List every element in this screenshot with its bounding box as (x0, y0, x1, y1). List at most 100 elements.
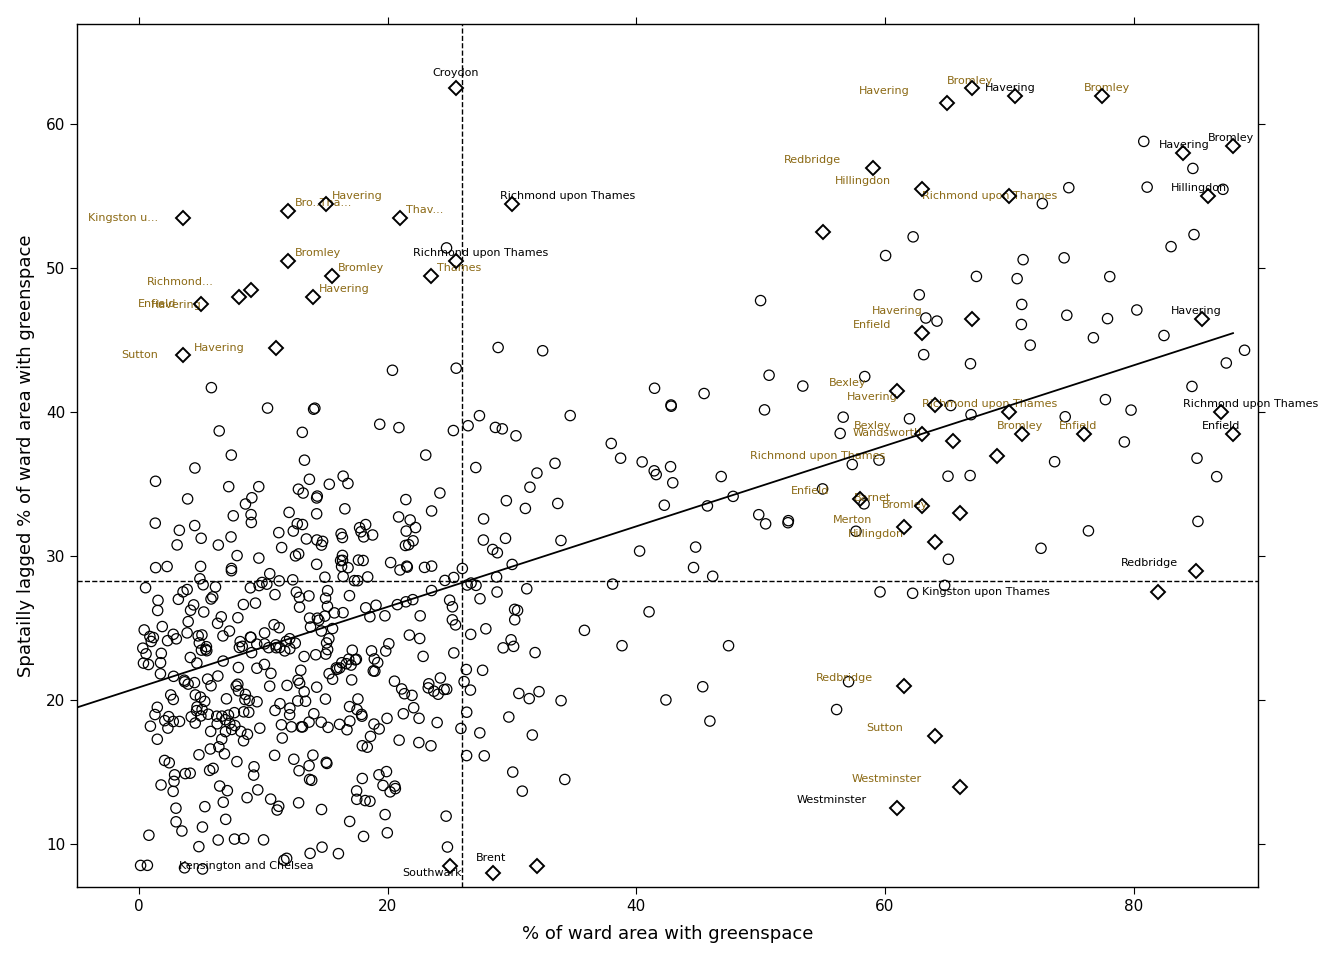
Point (1187, 450, 1208, 466)
Point (492, 421, 513, 437)
Point (321, 672, 343, 687)
Point (376, 825, 398, 840)
Point (528, 684, 550, 699)
Point (331, 526, 352, 541)
Point (156, 559, 177, 574)
Point (233, 597, 254, 612)
Point (288, 546, 309, 562)
Point (176, 582, 198, 597)
Point (711, 468, 732, 484)
Point (503, 764, 524, 780)
Point (337, 560, 359, 575)
Point (145, 473, 167, 489)
Point (292, 424, 313, 440)
Point (337, 476, 359, 492)
Point (344, 573, 366, 588)
Point (316, 756, 337, 771)
Point (332, 605, 353, 620)
Point (249, 721, 270, 736)
Point (202, 589, 223, 605)
Point (317, 583, 339, 598)
Point (243, 767, 265, 782)
Point (163, 627, 184, 642)
Point (180, 650, 202, 665)
Point (841, 457, 863, 472)
Point (167, 538, 188, 553)
Point (409, 631, 430, 646)
Point (395, 492, 417, 507)
Point (410, 608, 431, 623)
Point (300, 619, 321, 635)
Point (274, 643, 296, 659)
Point (212, 628, 234, 643)
Text: Enfield: Enfield (790, 486, 829, 495)
Point (939, 397, 961, 413)
Point (288, 795, 309, 810)
Point (286, 585, 308, 600)
Point (134, 580, 156, 595)
Text: Bromley: Bromley (1208, 133, 1254, 143)
Point (413, 649, 434, 664)
Point (144, 707, 165, 722)
Point (870, 585, 891, 600)
Point (267, 799, 289, 814)
Point (261, 665, 282, 681)
Point (140, 629, 161, 644)
Text: Havering: Havering (984, 83, 1035, 93)
Point (683, 560, 704, 575)
Text: Kensington and Chelsea: Kensington and Chelsea (179, 861, 313, 871)
Point (231, 638, 253, 654)
Point (367, 655, 388, 670)
Point (383, 674, 405, 689)
Point (362, 527, 383, 542)
Point (482, 541, 504, 557)
Point (207, 716, 228, 732)
Point (405, 520, 426, 536)
Point (249, 578, 270, 593)
Point (226, 548, 247, 564)
Point (183, 597, 204, 612)
Point (372, 778, 394, 793)
Point (370, 417, 391, 432)
Point (345, 652, 367, 667)
Point (266, 803, 288, 818)
Point (399, 513, 421, 528)
Point (251, 575, 273, 590)
Point (294, 452, 316, 468)
Text: Merton: Merton (833, 515, 872, 524)
Point (141, 634, 163, 649)
Point (516, 581, 538, 596)
Point (172, 585, 194, 600)
Point (191, 702, 212, 717)
Point (321, 621, 343, 636)
Point (137, 657, 159, 672)
Point (457, 577, 478, 592)
Point (960, 356, 981, 372)
Point (347, 691, 368, 707)
Point (180, 765, 202, 780)
Point (208, 423, 230, 439)
Point (267, 525, 289, 540)
Point (395, 538, 417, 553)
Point (314, 569, 336, 585)
Point (195, 641, 216, 657)
Point (306, 680, 328, 695)
Point (382, 363, 403, 378)
Text: Richmond upon Thames: Richmond upon Thames (922, 399, 1058, 410)
Point (271, 731, 293, 746)
Point (960, 407, 981, 422)
Point (433, 682, 454, 697)
Text: Westminster: Westminster (796, 795, 867, 805)
Point (187, 699, 208, 714)
Point (418, 676, 439, 691)
Point (349, 520, 371, 536)
Text: Havering: Havering (859, 85, 910, 96)
Point (215, 712, 237, 728)
Point (442, 612, 464, 628)
Point (344, 652, 366, 667)
Text: Bexley: Bexley (829, 378, 867, 388)
Point (426, 715, 448, 731)
Point (317, 720, 339, 735)
Point (188, 636, 210, 651)
Point (269, 640, 290, 656)
